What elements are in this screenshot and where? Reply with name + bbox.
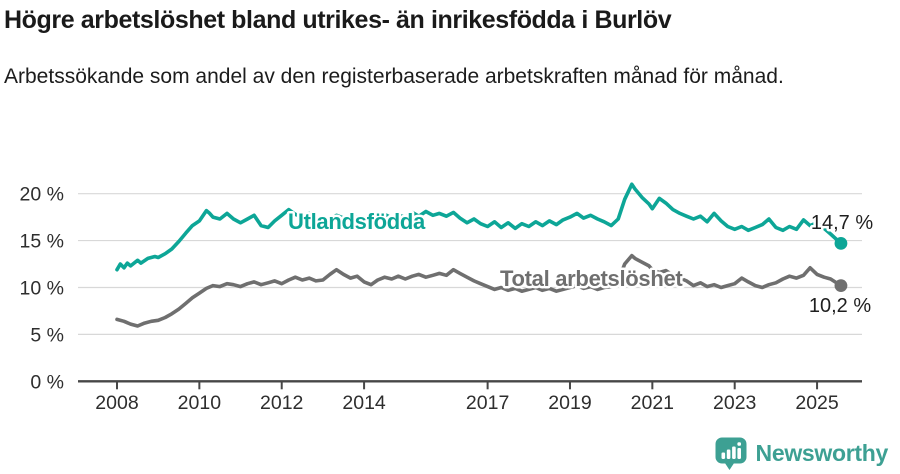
x-axis-tick-label: 2010 <box>178 392 222 414</box>
x-axis-tick-label: 2017 <box>466 392 509 414</box>
y-axis-tick-label: 0 % <box>30 371 64 393</box>
x-axis-tick-label: 2025 <box>795 392 839 414</box>
newsworthy-brand-text: Newsworthy <box>755 440 889 466</box>
x-axis-tick-label: 2012 <box>260 392 303 414</box>
bar-chart-speech-bubble-icon <box>715 437 747 470</box>
x-axis-tick-label: 2023 <box>713 392 756 414</box>
series-line-total <box>115 253 843 328</box>
series-end-value-label: 10,2 % <box>809 295 871 317</box>
series-end-dot <box>834 236 848 250</box>
x-axis-tick-label: 2019 <box>548 392 591 414</box>
x-axis-tick-label: 2014 <box>342 392 386 414</box>
chart-subtitle: Arbetssökande som andel av den registerb… <box>4 65 784 88</box>
series-label-total: Total arbetslöshet <box>500 266 683 291</box>
series-end-value-label: 14,7 % <box>811 212 873 234</box>
series-end-dot <box>834 279 848 293</box>
y-axis-tick-label: 10 % <box>20 277 64 299</box>
x-axis-tick-label: 2008 <box>95 392 138 414</box>
y-axis-tick-label: 15 % <box>20 231 64 253</box>
chart-title: Högre arbetslöshet bland utrikes- än inr… <box>4 6 672 34</box>
x-axis-tick-label: 2021 <box>631 392 674 414</box>
newsworthy-logo[interactable]: Newsworthy <box>714 436 888 471</box>
y-axis-tick-label: 5 % <box>30 324 64 346</box>
y-axis-tick-label: 20 % <box>20 184 64 206</box>
series-line-utlandsfodda <box>115 182 843 272</box>
series-label-utlandsfodda: Utlandsfödda <box>288 209 426 234</box>
